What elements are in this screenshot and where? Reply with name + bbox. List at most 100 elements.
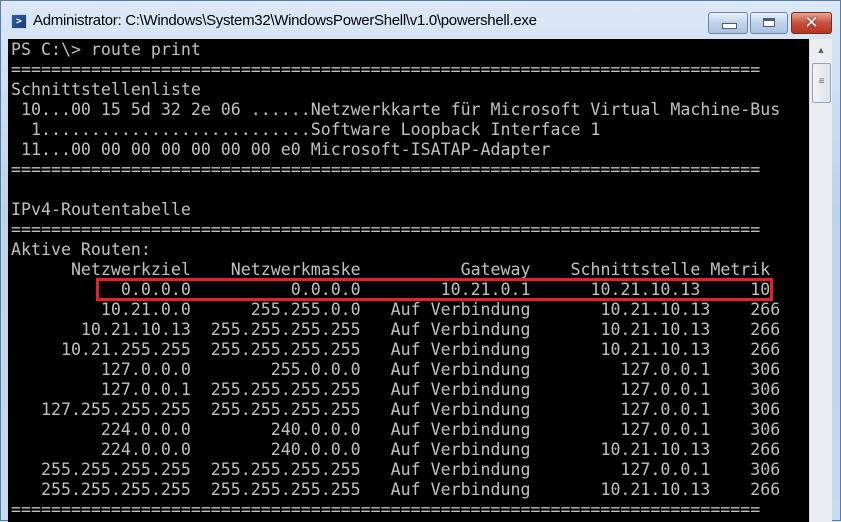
route-netmask: Netzwerkmaske <box>190 260 361 279</box>
route-interface: 127.0.0.1 <box>530 420 711 439</box>
route-interface: 10.21.10.13 <box>530 440 711 459</box>
route-interface: Schnittstelle <box>530 260 701 279</box>
route-metric: 306 <box>710 360 781 379</box>
route-destination: 0.0.0.0 <box>11 280 191 299</box>
route-interface: 127.0.0.1 <box>530 460 711 479</box>
route-metric: 306 <box>710 400 781 419</box>
interface-list-title: Schnittstellenliste <box>11 80 201 99</box>
maximize-button[interactable] <box>750 12 788 34</box>
route-metric: 306 <box>710 460 781 479</box>
title-bar[interactable]: > Administrator: C:\Windows\System32\Win… <box>1 1 840 39</box>
route-metric: 266 <box>710 440 781 459</box>
route-row: 127.0.0.0 255.0.0.0 Auf Verbindung 127.0… <box>11 360 780 380</box>
close-icon: ✕ <box>804 13 819 33</box>
route-metric: Metrik <box>700 260 771 279</box>
route-gateway: Auf Verbindung <box>360 360 531 379</box>
separator: ========================================… <box>11 160 761 179</box>
route-destination: 127.0.0.1 <box>11 380 191 399</box>
route-interface: 10.21.10.13 <box>530 480 711 499</box>
route-gateway: 10.21.0.1 <box>360 280 531 299</box>
route-netmask: 255.255.255.255 <box>190 340 361 359</box>
blank-line <box>11 180 780 200</box>
close-button[interactable]: ✕ <box>791 12 832 34</box>
route-row: 224.0.0.0 240.0.0.0 Auf Verbindung 10.21… <box>11 440 780 460</box>
route-row-default: 0.0.0.0 0.0.0.0 10.21.0.1 10.21.10.13 10 <box>11 280 780 300</box>
interface-entry: 1...........................Software Loo… <box>11 120 601 139</box>
route-metric: 306 <box>710 420 781 439</box>
route-gateway: Auf Verbindung <box>360 300 531 319</box>
separator: ========================================… <box>11 220 761 239</box>
route-row: 10.21.255.255 255.255.255.255 Auf Verbin… <box>11 340 780 360</box>
route-destination: 10.21.0.0 <box>11 300 191 319</box>
route-metric: 266 <box>710 340 781 359</box>
route-row: 127.0.0.1 255.255.255.255 Auf Verbindung… <box>11 380 780 400</box>
window-title: Administrator: C:\Windows\System32\Windo… <box>33 12 537 29</box>
route-row: 10.21.10.13 255.255.255.255 Auf Verbindu… <box>11 320 780 340</box>
route-gateway: Auf Verbindung <box>360 400 531 419</box>
route-metric: 266 <box>710 320 781 339</box>
route-metric: 266 <box>710 300 781 319</box>
route-row: 127.255.255.255 255.255.255.255 Auf Verb… <box>11 400 780 420</box>
route-destination: 224.0.0.0 <box>11 440 191 459</box>
route-netmask: 0.0.0.0 <box>190 280 361 299</box>
active-routes-title: Aktive Routen: <box>11 240 151 259</box>
route-destination: 127.0.0.0 <box>11 360 191 379</box>
route-destination: 10.21.255.255 <box>11 340 191 359</box>
route-metric: 10 <box>700 280 771 299</box>
route-interface: 10.21.10.13 <box>530 300 711 319</box>
route-interface: 10.21.10.13 <box>530 320 711 339</box>
prompt-line: PS C:\> route print <box>11 40 201 59</box>
interface-entry: 11...00 00 00 00 00 00 00 e0 Microsoft-I… <box>11 140 551 159</box>
route-netmask: 255.255.255.255 <box>190 400 361 419</box>
route-netmask: 255.0.0.0 <box>190 360 361 379</box>
route-destination: Netzwerkziel <box>11 260 191 279</box>
scrollbar-thumb[interactable]: ≡ <box>812 63 831 103</box>
route-metric: 306 <box>710 380 781 399</box>
route-gateway: Auf Verbindung <box>360 480 531 499</box>
route-metric: 266 <box>710 480 781 499</box>
maximize-icon <box>763 18 775 27</box>
route-row: 10.21.0.0 255.255.0.0 Auf Verbindung 10.… <box>11 300 780 320</box>
route-destination: 255.255.255.255 <box>11 460 191 479</box>
separator: ========================================… <box>11 500 761 519</box>
route-gateway: Auf Verbindung <box>360 340 531 359</box>
route-netmask: 255.255.255.255 <box>190 380 361 399</box>
route-gateway: Auf Verbindung <box>360 440 531 459</box>
route-gateway: Auf Verbindung <box>360 380 531 399</box>
minimize-button[interactable] <box>708 12 748 34</box>
interface-entry: 10...00 15 5d 32 2e 06 ......Netzwerkkar… <box>11 100 781 119</box>
route-gateway: Auf Verbindung <box>360 420 531 439</box>
route-row: 255.255.255.255 255.255.255.255 Auf Verb… <box>11 480 780 500</box>
route-netmask: 255.255.255.255 <box>190 320 361 339</box>
route-destination: 224.0.0.0 <box>11 420 191 439</box>
route-netmask: 240.0.0.0 <box>190 440 361 459</box>
route-destination: 255.255.255.255 <box>11 480 191 499</box>
route-netmask: 255.255.0.0 <box>190 300 361 319</box>
route-gateway: Auf Verbindung <box>360 320 531 339</box>
route-interface: 127.0.0.1 <box>530 360 711 379</box>
minimize-icon <box>722 23 737 29</box>
route-interface: 10.21.10.13 <box>530 340 711 359</box>
route-table-header: Netzwerkziel Netzwerkmaske Gateway Schni… <box>11 260 780 280</box>
route-gateway: Auf Verbindung <box>360 460 531 479</box>
vertical-scrollbar[interactable]: ▲ ≡ <box>809 39 832 522</box>
console-text: PS C:\> route print =====================… <box>11 40 780 520</box>
default-route-highlight-box <box>96 278 773 301</box>
powershell-icon: > <box>11 14 27 29</box>
route-netmask: 240.0.0.0 <box>190 420 361 439</box>
ipv4-title: IPv4-Routentabelle <box>11 200 191 219</box>
route-destination: 127.255.255.255 <box>11 400 191 419</box>
scroll-up-arrow-icon[interactable]: ▲ <box>816 45 826 55</box>
route-interface: 127.0.0.1 <box>530 400 711 419</box>
route-netmask: 255.255.255.255 <box>190 460 361 479</box>
route-interface: 127.0.0.1 <box>530 380 711 399</box>
separator: ========================================… <box>11 60 761 79</box>
route-row: 224.0.0.0 240.0.0.0 Auf Verbindung 127.0… <box>11 420 780 440</box>
route-netmask: 255.255.255.255 <box>190 480 361 499</box>
route-interface: 10.21.10.13 <box>530 280 701 299</box>
route-destination: 10.21.10.13 <box>11 320 191 339</box>
route-row: 255.255.255.255 255.255.255.255 Auf Verb… <box>11 460 780 480</box>
route-gateway: Gateway <box>360 260 531 279</box>
console-output[interactable]: PS C:\> route print =====================… <box>8 39 809 522</box>
